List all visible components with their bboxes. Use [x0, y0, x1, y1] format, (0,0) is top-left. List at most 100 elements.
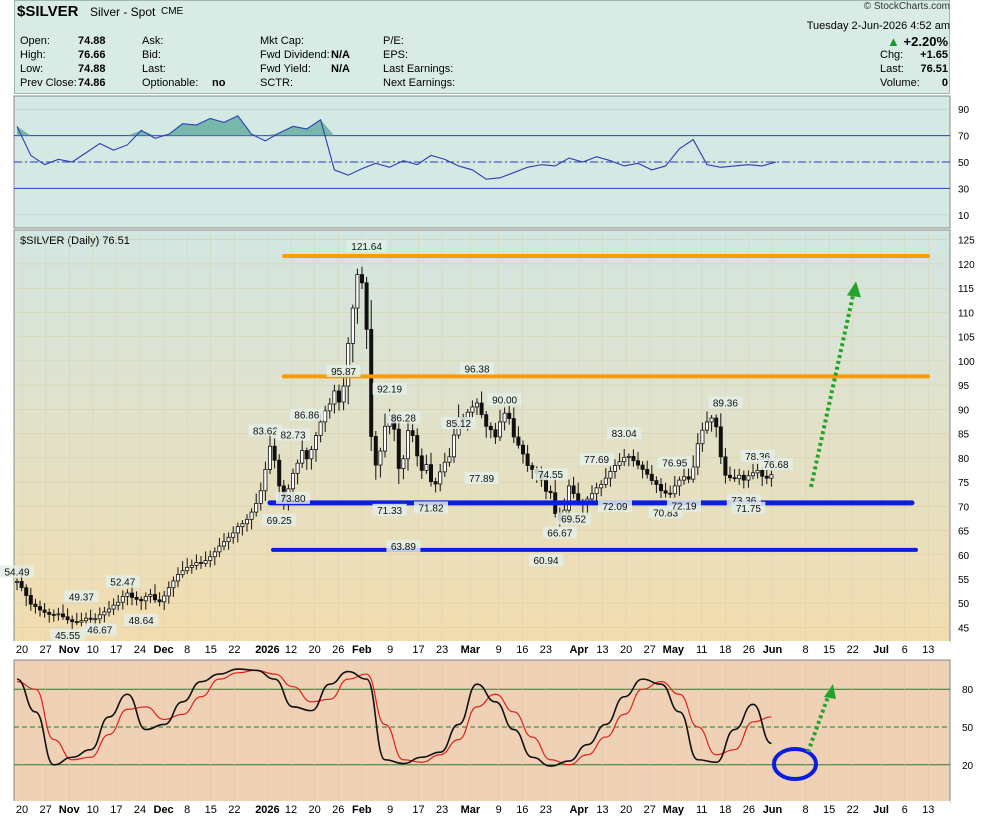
rsi-tick-label: 90: [958, 105, 970, 116]
candle-body: [61, 613, 66, 618]
candle-body: [769, 474, 774, 479]
annotation-label: 69.52: [561, 515, 586, 526]
candle-body: [254, 502, 259, 513]
annotation-label: 86.28: [391, 413, 416, 424]
candle-body: [221, 541, 226, 547]
candle-body: [120, 596, 125, 603]
annotation-bg: [414, 501, 448, 514]
annotation-label: 82.73: [280, 431, 305, 442]
price-tick-label: 95: [958, 381, 970, 392]
candle-body: [217, 545, 222, 553]
candle-body: [590, 493, 595, 500]
candle-body: [198, 562, 203, 564]
field-value: 74.86: [78, 77, 106, 89]
candle-body: [603, 477, 608, 485]
candle-body: [636, 460, 641, 466]
candle-body: [323, 410, 328, 423]
price-xaxis-label: 27: [39, 644, 51, 656]
candle-body: [148, 594, 153, 597]
candle-body: [203, 560, 208, 564]
field-label: EPS:: [383, 49, 409, 61]
annotation-bg: [460, 362, 494, 375]
annotation-bg: [386, 539, 421, 552]
candle-body: [327, 403, 332, 412]
price-tick-label: 85: [958, 430, 970, 441]
price-xaxis-label: 26: [332, 644, 344, 656]
candle-body: [608, 470, 613, 479]
stoch-xaxis-label: Feb: [352, 804, 372, 816]
candle-body: [438, 471, 443, 485]
annotation-label: 49.37: [69, 592, 94, 603]
price-xaxis-label: 22: [228, 644, 240, 656]
candle-body: [479, 402, 484, 416]
price-xaxis-label: Jul: [873, 644, 889, 656]
stoch-xaxis-label: Jul: [873, 804, 889, 816]
stoch-xaxis-label: Nov: [59, 804, 81, 816]
date-label: Tuesday 2-Jun-2026 4:52 am: [806, 20, 950, 32]
candle-body: [180, 570, 185, 576]
candle-body: [668, 492, 673, 495]
price-xaxis-label: 9: [387, 644, 393, 656]
price-tick-label: 120: [958, 260, 975, 271]
candle-body: [74, 621, 79, 624]
candle-body: [401, 458, 406, 469]
candle-body: [737, 474, 742, 480]
candle-body: [695, 443, 700, 468]
candle-body: [313, 435, 318, 450]
candle-body: [511, 418, 516, 438]
price-tick-label: 110: [958, 308, 974, 319]
annotation-label: 83.04: [612, 429, 637, 440]
candle-body: [723, 456, 728, 476]
candle-body: [571, 485, 576, 495]
field-value: no: [212, 77, 226, 89]
candle-body: [741, 474, 746, 481]
field-label: SCTR:: [260, 77, 293, 89]
stoch-xaxis-label: 13: [922, 804, 934, 816]
annotation-label: 72.09: [602, 502, 627, 513]
field-label: Last Earnings:: [383, 63, 454, 75]
candle-body: [502, 412, 507, 423]
candle-body: [493, 429, 498, 438]
candle-body: [484, 414, 489, 427]
candle-body: [405, 430, 410, 460]
annotation-label: 73.80: [280, 494, 305, 505]
stoch-xaxis-bg: [0, 801, 950, 816]
candle-body: [530, 465, 535, 470]
field-label: Last:: [142, 63, 166, 75]
candle-body: [682, 476, 687, 481]
candle-body: [171, 580, 176, 589]
annotation-bg: [50, 628, 85, 641]
candle-body: [428, 464, 433, 482]
stoch-panel: [13, 659, 951, 803]
price-tick-label: 100: [958, 357, 975, 368]
annotation-bg: [276, 491, 310, 504]
price-tick-label: 45: [958, 623, 970, 634]
stoch-xaxis-label: 6: [902, 804, 908, 816]
price-xaxis-label: 17: [412, 644, 424, 656]
candle-body: [231, 532, 236, 538]
rsi-tick-label: 50: [958, 158, 970, 169]
annotation-label: 71.75: [736, 504, 761, 515]
stoch-tick-label: 50: [962, 723, 974, 734]
candle-body: [631, 455, 636, 462]
price-tick-label: 125: [958, 236, 975, 247]
candle-body: [378, 450, 383, 466]
candle-body: [97, 614, 102, 620]
field-label: Optionable:: [142, 77, 199, 89]
candle-body: [70, 619, 75, 623]
symbol-title: $SILVER: [17, 3, 79, 20]
annotation-label: 78.36: [745, 452, 770, 463]
candle-body: [359, 274, 364, 284]
candle-body: [364, 282, 369, 330]
annotation-bg: [82, 623, 117, 636]
candle-body: [28, 595, 33, 605]
candle-body: [622, 456, 627, 463]
annotation-label: 71.82: [418, 503, 443, 514]
candle-body: [382, 425, 387, 452]
candle-body: [544, 479, 549, 492]
candle-body: [249, 511, 254, 520]
candle-body: [65, 616, 70, 621]
candle-body: [162, 595, 167, 603]
field-label: Chg:: [880, 49, 904, 61]
stoch-xaxis-label: Apr: [569, 804, 589, 816]
